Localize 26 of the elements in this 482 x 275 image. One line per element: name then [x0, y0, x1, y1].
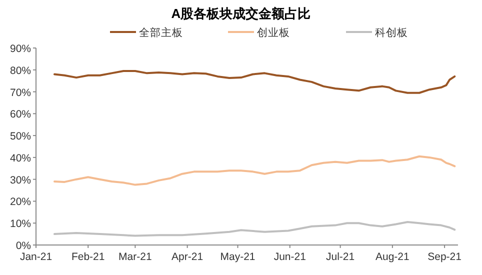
x-tick-label: Feb-21	[71, 251, 105, 263]
y-tick-label: 30%	[10, 174, 31, 186]
legend-label: 创业板	[257, 26, 290, 39]
line-series	[53, 221, 456, 237]
y-tick-label: 80%	[10, 64, 31, 77]
y-tick-label: 90%	[10, 43, 31, 55]
y-tick-label: 0%	[16, 240, 31, 252]
y-tick-label: 50%	[10, 130, 31, 143]
x-tick-label: Jan-21	[20, 251, 52, 263]
x-tick-label: Jun-21	[274, 251, 306, 263]
line-series	[53, 155, 456, 186]
chart-title: A股各板块成交金额占比	[171, 6, 311, 21]
y-tick-label: 20%	[10, 196, 31, 208]
x-tick-label: Apr-21	[172, 251, 204, 263]
x-tick-label: Aug-21	[376, 251, 410, 263]
legend-label: 科创板	[375, 27, 408, 39]
y-tick-label: 10%	[10, 218, 31, 230]
y-tick-label: 60%	[10, 108, 31, 121]
line-series	[53, 70, 456, 94]
y-tick-label: 70%	[10, 86, 31, 99]
x-tick-label: Sep-21	[428, 251, 462, 263]
x-tick-label: May-21	[220, 251, 256, 263]
x-tick-label: Jul-21	[326, 251, 355, 263]
y-tick-label: 40%	[10, 152, 31, 164]
x-tick-label: Mar-21	[118, 251, 152, 263]
legend-label: 全部主板	[139, 26, 183, 39]
